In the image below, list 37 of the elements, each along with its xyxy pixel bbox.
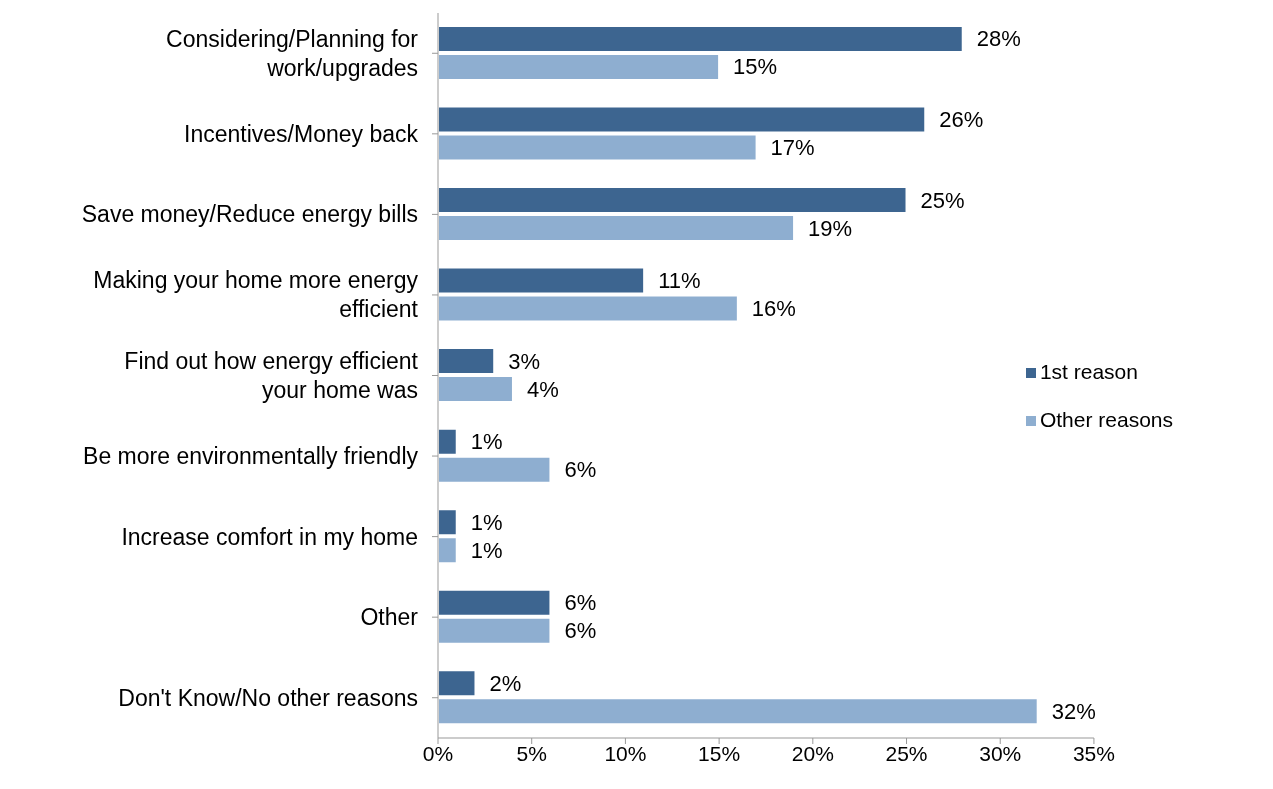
data-label: 4% [526,376,559,402]
x-tick-label: 0% [422,741,454,765]
y-tick-label: Making your home more energy efficient [93,267,419,323]
y-tick-label: Find out how energy efficient your home was [124,348,419,403]
x-tick-label: 5% [516,741,547,765]
data-label: 6% [564,590,597,616]
x-tick-label: 15% [698,741,741,765]
data-label: 1% [470,509,503,535]
y-tick-label: Don't Know/No other reasons [118,684,418,711]
data-label: 2% [489,670,522,696]
data-label: 26% [939,106,984,132]
y-tick-label: Other [360,604,419,631]
y-tick-label: Be more environmentally friendly [83,443,419,470]
x-tick-label: 20% [791,741,834,765]
x-tick-label: 35% [1072,741,1115,765]
data-label: 19% [808,215,853,241]
data-label: 28% [976,26,1021,52]
y-tick-label: Increase comfort in my home [121,523,418,550]
y-tick-label: Considering/Planning for work/upgrades [166,25,419,81]
x-tick-label: 10% [604,741,647,765]
legend-label: Other reasons [1039,407,1173,431]
data-label: 6% [564,457,597,483]
data-label: 1% [470,537,503,563]
y-tick-label: Incentives/Money back [184,120,419,147]
data-label: 25% [920,187,965,213]
data-label: 3% [508,348,541,374]
data-label: 17% [770,134,815,160]
data-label: 11% [658,268,701,294]
y-tick-label: Save money/Reduce energy bills [81,201,418,228]
data-label: 16% [751,296,796,322]
data-label: 6% [564,618,597,644]
data-label: 1% [470,429,503,455]
x-tick-label: 30% [979,741,1022,765]
data-label: 32% [1051,698,1096,724]
x-tick-label: 25% [885,741,928,765]
legend-label: 1st reason [1039,359,1138,383]
data-label: 15% [733,54,778,80]
